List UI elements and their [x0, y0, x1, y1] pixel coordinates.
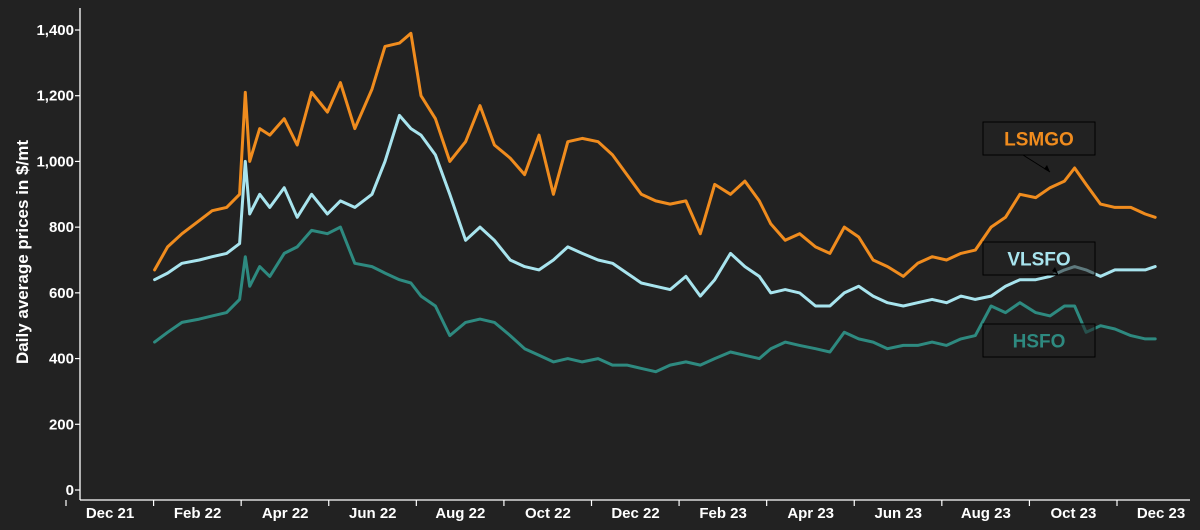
- y-axis-label: Daily average prices in $/mt: [13, 140, 32, 364]
- x-tick-label: Jun 23: [874, 505, 922, 522]
- y-axis: 0 200 400 600 800 1,000 1,200 1,400: [36, 22, 80, 499]
- y-tick-label: 800: [49, 219, 74, 236]
- x-tick-label: Aug 23: [961, 505, 1011, 522]
- label-text: VLSFO: [1007, 250, 1070, 271]
- x-tick-label: Oct 23: [1050, 505, 1096, 522]
- y-tick-label: 0: [66, 482, 74, 499]
- x-tick-label: Jun 22: [349, 505, 397, 522]
- label-box: [982, 121, 1096, 156]
- label-hsfo: HSFO: [982, 323, 1096, 358]
- series-line-lsmgo: [153, 31, 1157, 278]
- label-lsmgo: LSMGO: [982, 121, 1096, 173]
- series-line-vlsfo: [153, 113, 1157, 308]
- x-tick-label: Apr 22: [262, 505, 309, 522]
- label-arrowhead: [1044, 165, 1050, 172]
- x-tick-label: Aug 22: [435, 505, 485, 522]
- x-tick-label: Apr 23: [787, 505, 834, 522]
- x-tick-label: Dec 23: [1137, 505, 1185, 522]
- series-lines: [153, 31, 1157, 374]
- y-tick-label: 1,200: [36, 88, 74, 105]
- label-vlsfo: VLSFO: [982, 241, 1096, 276]
- label-box: [982, 323, 1096, 358]
- x-tick-label: Oct 22: [525, 505, 571, 522]
- label-text: HSFO: [1013, 332, 1066, 353]
- label-text: LSMGO: [1004, 130, 1074, 151]
- label-pointer: [1022, 273, 1059, 276]
- series-line-hsfo: [153, 225, 1157, 374]
- y-tick-label: 200: [49, 416, 74, 433]
- y-tick-label: 400: [49, 351, 74, 368]
- y-tick-label: 1,000: [36, 153, 74, 170]
- y-tick-label: 1,400: [36, 22, 74, 39]
- x-tick-label: Dec 22: [611, 505, 659, 522]
- x-axis: Dec 21 Feb 22 Apr 22 Jun 22 Aug 22 Oct 22 Dec …: [65, 500, 1185, 522]
- x-tick-label: Dec 21: [86, 505, 134, 522]
- y-tick-label: 600: [49, 285, 74, 302]
- label-arrowhead: [1052, 267, 1058, 274]
- x-tick-label: Feb 23: [699, 505, 747, 522]
- series-labels: LSMGO VLSFO HSFO: [982, 121, 1096, 358]
- x-tick-label: Feb 22: [174, 505, 222, 522]
